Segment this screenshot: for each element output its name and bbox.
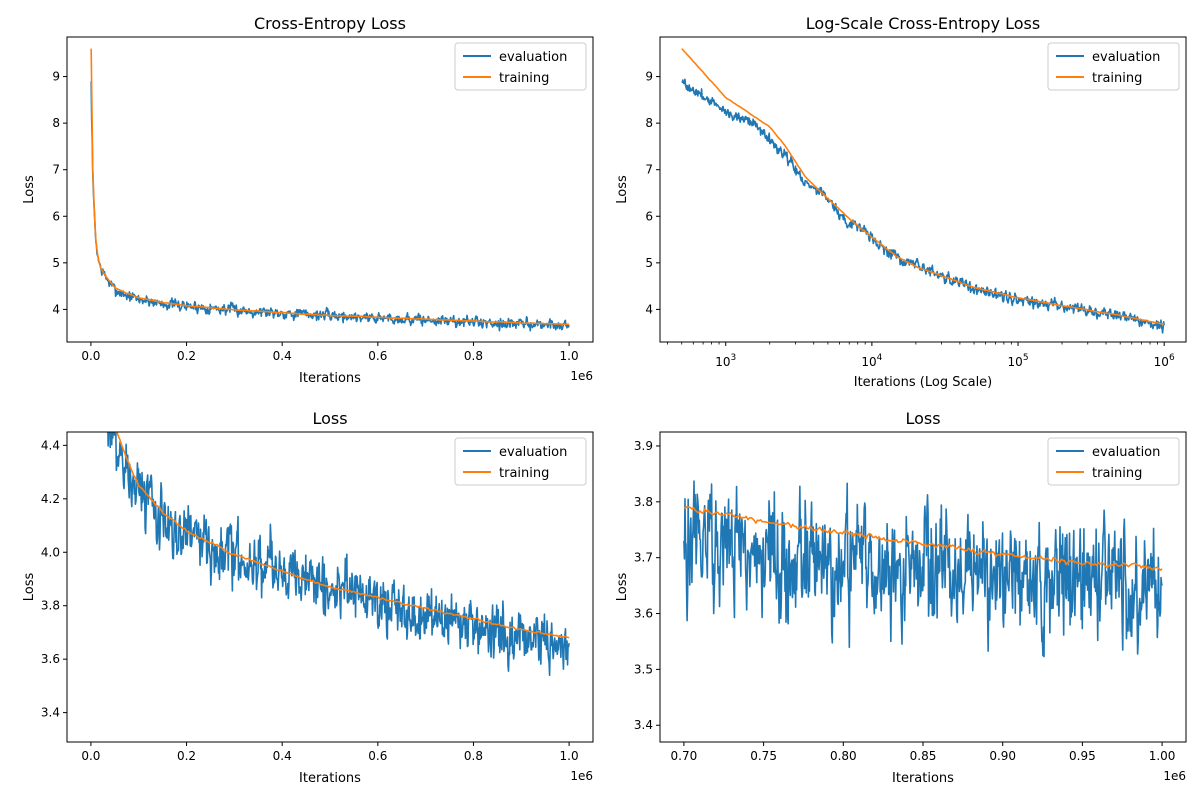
legend-label-training: training	[1092, 71, 1142, 86]
x-tick-label: 106	[1154, 353, 1175, 369]
x-tick-label: 0.4	[273, 349, 292, 363]
x-tick-label: 0.80	[830, 749, 857, 763]
x-tick-label: 0.70	[671, 749, 698, 763]
y-tick-label: 7	[52, 163, 60, 177]
series-line-evaluation	[107, 432, 570, 677]
y-tick-label: 3.4	[634, 718, 653, 732]
y-tick-label: 3.7	[634, 551, 653, 565]
chart-title: Loss	[312, 409, 347, 428]
x-offset-label: 1e6	[1163, 769, 1186, 783]
x-tick-label: 0.8	[464, 349, 483, 363]
y-axis-label: Loss	[615, 175, 630, 204]
y-tick-label: 4	[52, 302, 60, 316]
legend: evaluation training	[454, 42, 587, 91]
y-tick-label: 8	[52, 116, 60, 130]
y-tick-label: 8	[645, 116, 653, 130]
y-tick-label: 3.9	[634, 439, 653, 453]
x-offset-label: 1e6	[570, 369, 593, 383]
x-tick-label: 103	[715, 353, 736, 369]
x-tick-label: 0.0	[81, 749, 100, 763]
legend-label-evaluation: evaluation	[499, 50, 567, 65]
y-tick-label: 4.4	[41, 438, 60, 452]
x-axis-label: Iterations	[299, 771, 361, 786]
x-tick-label: 1.0	[560, 349, 579, 363]
series-line-training	[90, 48, 570, 326]
x-tick-label: 0.6	[368, 349, 387, 363]
subplot-3: 0.0 0.2 0.4 0.6 0.8 1.0 3.4 3.6 3.8 4.0 4.2 4.4 1e6 L…	[22, 409, 594, 786]
series-line-evaluation	[90, 81, 570, 332]
legend-label-evaluation: evaluation	[1092, 445, 1160, 460]
y-tick-label: 9	[52, 70, 60, 84]
y-tick-label: 6	[645, 209, 653, 223]
legend-label-training: training	[499, 71, 549, 86]
plot-frame	[66, 36, 594, 343]
legend-label-training: training	[1092, 466, 1142, 481]
series-line-training	[681, 48, 1165, 326]
y-tick-label: 6	[52, 209, 60, 223]
x-tick-label: 0.0	[81, 349, 100, 363]
x-tick-label: 0.85	[910, 749, 937, 763]
x-tick-label: 105	[1008, 353, 1029, 369]
y-tick-label: 5	[52, 256, 60, 270]
x-tick-label: 0.95	[1069, 749, 1096, 763]
chart-title: Log-Scale Cross-Entropy Loss	[806, 14, 1040, 33]
x-axis-label: Iterations	[299, 371, 361, 386]
chart-title: Loss	[905, 409, 940, 428]
x-tick-label: 0.90	[989, 749, 1016, 763]
series-line-evaluation	[681, 78, 1165, 334]
x-tick-label: 0.75	[750, 749, 777, 763]
y-tick-label: 3.5	[634, 662, 653, 676]
x-tick-label: 0.2	[177, 349, 196, 363]
y-tick-label: 4.0	[41, 545, 60, 559]
y-tick-label: 4.2	[41, 492, 60, 506]
series-line-training	[116, 432, 570, 639]
y-tick-label: 3.4	[41, 706, 60, 720]
y-tick-label: 9	[645, 70, 653, 84]
plot-frame	[66, 431, 594, 743]
y-tick-label: 3.8	[634, 495, 653, 509]
x-axis-label: Iterations (Log Scale)	[854, 375, 993, 390]
x-offset-label: 1e6	[570, 769, 593, 783]
y-tick-label: 7	[645, 163, 653, 177]
legend: evaluation training	[1047, 42, 1180, 91]
legend: evaluation training	[454, 437, 587, 486]
y-axis-label: Loss	[615, 573, 630, 602]
legend: evaluation training	[1047, 437, 1180, 486]
legend-label-evaluation: evaluation	[499, 445, 567, 460]
x-tick-label: 1.0	[560, 749, 579, 763]
plot-frame	[659, 36, 1187, 343]
series-line-evaluation	[683, 480, 1163, 658]
x-tick-label: 0.8	[464, 749, 483, 763]
subplot-1: 0.0 0.2 0.4 0.6 0.8 1.0 4 5 6 7 8 9 1e6 Cross-Entropy…	[22, 14, 594, 386]
y-axis-label: Loss	[22, 175, 37, 204]
x-tick-label: 1.00	[1149, 749, 1176, 763]
x-tick-label: 0.6	[368, 749, 387, 763]
y-tick-label: 5	[645, 256, 653, 270]
subplot-2: 103 104 105 106 4 5 6 7 8 9 Log-Scale Cross-Entrop…	[615, 14, 1187, 390]
y-tick-label: 3.8	[41, 599, 60, 613]
legend-label-evaluation: evaluation	[1092, 50, 1160, 65]
y-axis-label: Loss	[22, 573, 37, 602]
x-tick-label: 0.4	[273, 749, 292, 763]
x-tick-label: 104	[861, 353, 882, 369]
x-tick-label: 0.2	[177, 749, 196, 763]
subplot-4: 0.70 0.75 0.80 0.85 0.90 0.95 1.00 3.4 3.5 3.6 3.7…	[615, 409, 1187, 786]
series-line-training	[683, 505, 1163, 571]
y-tick-label: 4	[645, 302, 653, 316]
legend-label-training: training	[499, 466, 549, 481]
y-tick-label: 3.6	[634, 607, 653, 621]
x-axis-label: Iterations	[892, 771, 954, 786]
chart-title: Cross-Entropy Loss	[254, 14, 406, 33]
y-tick-label: 3.6	[41, 652, 60, 666]
